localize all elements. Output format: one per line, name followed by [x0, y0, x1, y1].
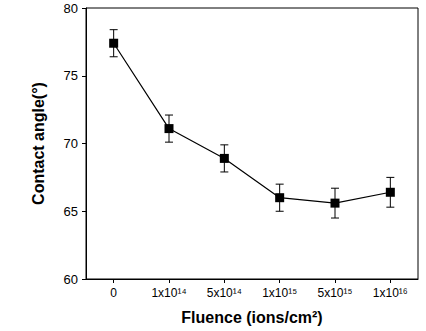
svg-text:0: 0: [110, 286, 117, 300]
svg-text:1x10¹⁶: 1x10¹⁶: [373, 286, 408, 300]
svg-text:Contact angle(°): Contact angle(°): [30, 82, 47, 205]
svg-text:75: 75: [64, 68, 78, 83]
svg-text:Fluence (ions/cm²): Fluence (ions/cm²): [181, 309, 322, 326]
svg-text:60: 60: [64, 272, 78, 287]
svg-text:70: 70: [64, 136, 78, 151]
svg-text:5x10¹⁵: 5x10¹⁵: [318, 286, 353, 300]
svg-text:1x10¹⁴: 1x10¹⁴: [151, 286, 186, 300]
svg-text:80: 80: [64, 1, 78, 16]
svg-text:5x10¹⁴: 5x10¹⁴: [207, 286, 242, 300]
svg-text:1x10¹⁵: 1x10¹⁵: [262, 286, 297, 300]
svg-text:65: 65: [64, 204, 78, 219]
